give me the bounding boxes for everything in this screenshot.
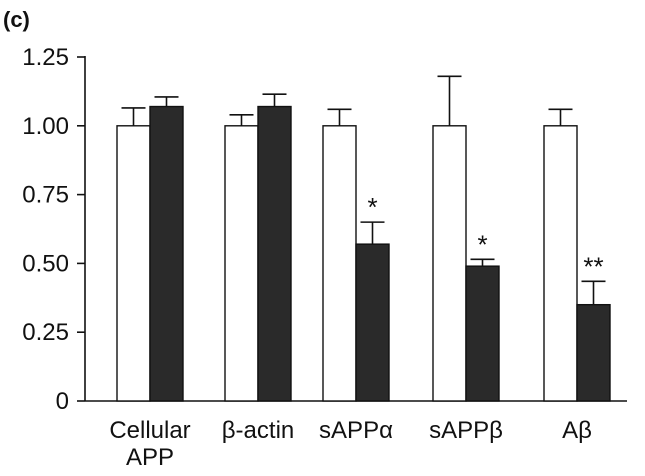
significance-marker: *: [367, 192, 377, 222]
x-category-label: β-actin: [222, 417, 295, 444]
control-bar: [543, 125, 578, 402]
y-tick-label: 0.50: [22, 250, 69, 277]
treated-bar: [149, 105, 184, 402]
y-tick-label: 1.00: [22, 113, 69, 140]
y-tick-label: 0: [56, 388, 69, 415]
x-category-label: sAPPβ: [429, 417, 503, 444]
chart-bars: [116, 75, 611, 402]
y-tick-label: 0.25: [22, 319, 69, 346]
x-category-label: Aβ: [562, 417, 592, 444]
control-bar: [224, 125, 259, 402]
x-category-label: sAPPα: [319, 417, 393, 444]
control-bar: [322, 125, 357, 402]
control-bar: [116, 125, 151, 402]
treated-bar: [465, 265, 500, 402]
treated-bar: [576, 303, 611, 402]
y-tick-label: 0.75: [22, 182, 69, 209]
treated-bar: [257, 105, 292, 402]
panel-label: (c): [3, 7, 30, 32]
y-tick-label: 1.25: [22, 44, 69, 71]
control-bar: [432, 125, 467, 402]
significance-marker: *: [477, 229, 487, 259]
x-category-label: Cellular: [109, 417, 190, 444]
treated-bar: [355, 243, 390, 402]
x-category-label: APP: [126, 444, 174, 471]
significance-marker: **: [583, 251, 603, 281]
